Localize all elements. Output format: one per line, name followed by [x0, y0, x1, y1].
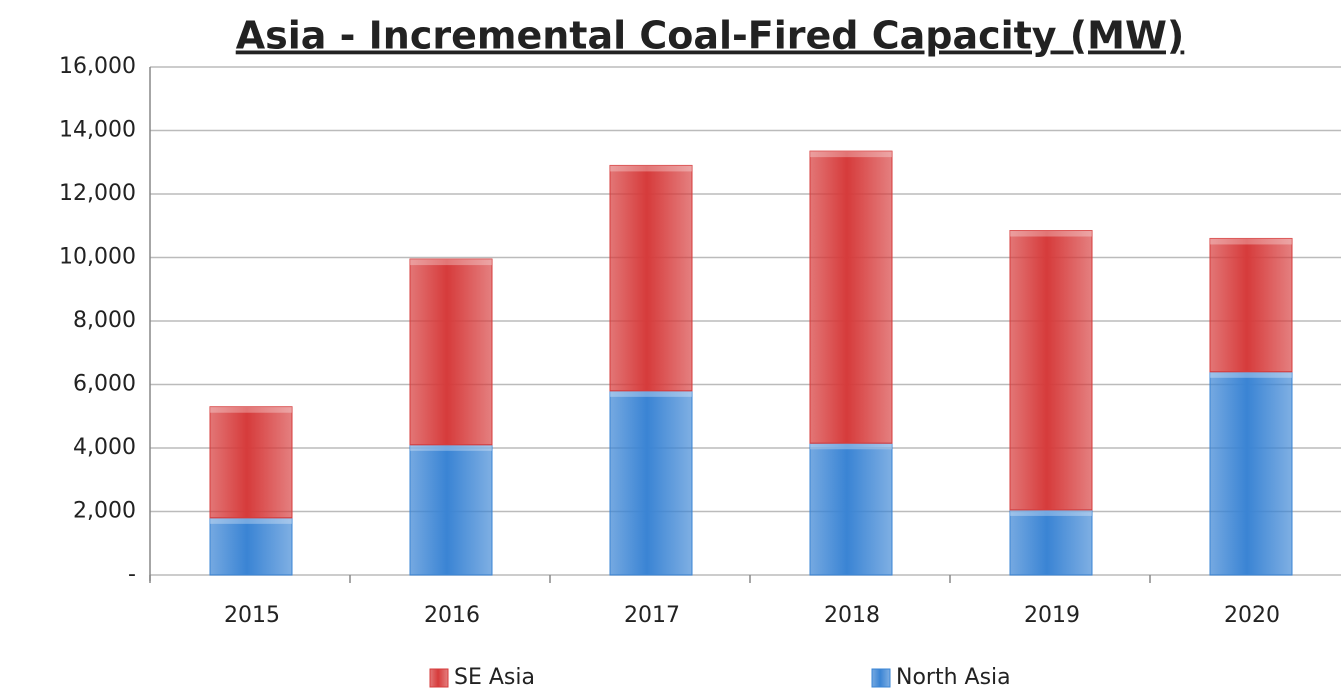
legend-swatch [429, 668, 449, 688]
bar-segment [1209, 237, 1293, 373]
bar-segment [609, 164, 693, 392]
y-tick-label: 12,000 [59, 181, 136, 206]
bar-cap [810, 151, 892, 158]
legend-label: North Asia [896, 665, 1011, 690]
x-tick-label: 2020 [1224, 603, 1280, 628]
bar-cap [410, 444, 492, 451]
bar-cap [410, 259, 492, 266]
bar-segment [1009, 230, 1093, 511]
y-tick-label: 6,000 [73, 372, 136, 397]
bar-segment [809, 442, 893, 576]
bar-cap [1010, 509, 1092, 516]
bar-segment [1209, 371, 1293, 576]
y-tick-label: 4,000 [73, 435, 136, 460]
x-tick-label: 2016 [424, 603, 480, 628]
x-tick-label: 2019 [1024, 603, 1080, 628]
y-tick-label: 2,000 [73, 499, 136, 524]
x-tick-label: 2017 [624, 603, 680, 628]
legend-label: SE Asia [454, 665, 535, 690]
bar-segment [209, 517, 293, 576]
bar-segment [209, 406, 293, 519]
legend-swatch [871, 668, 891, 688]
bar-cap [1210, 371, 1292, 378]
bar-segment [409, 444, 493, 576]
y-tick-label: - [128, 562, 136, 587]
bar-cap [1210, 238, 1292, 245]
bar-cap [210, 406, 292, 413]
chart-title: Asia - Incremental Coal-Fired Capacity (… [236, 14, 1185, 58]
bar-segment [609, 390, 693, 576]
x-tick-label: 2018 [824, 603, 880, 628]
bar-segment [809, 150, 893, 444]
y-tick-label: 10,000 [59, 245, 136, 270]
bar-cap [810, 443, 892, 450]
bar-segment [409, 258, 493, 446]
y-tick-label: 16,000 [59, 54, 136, 79]
bar-cap [1010, 230, 1092, 237]
x-tick-label: 2015 [224, 603, 280, 628]
y-tick-label: 8,000 [73, 308, 136, 333]
bar-cap [610, 390, 692, 397]
bar-cap [610, 165, 692, 172]
y-tick-label: 14,000 [59, 118, 136, 143]
bar-cap [210, 517, 292, 524]
bar-segment [1009, 509, 1093, 576]
